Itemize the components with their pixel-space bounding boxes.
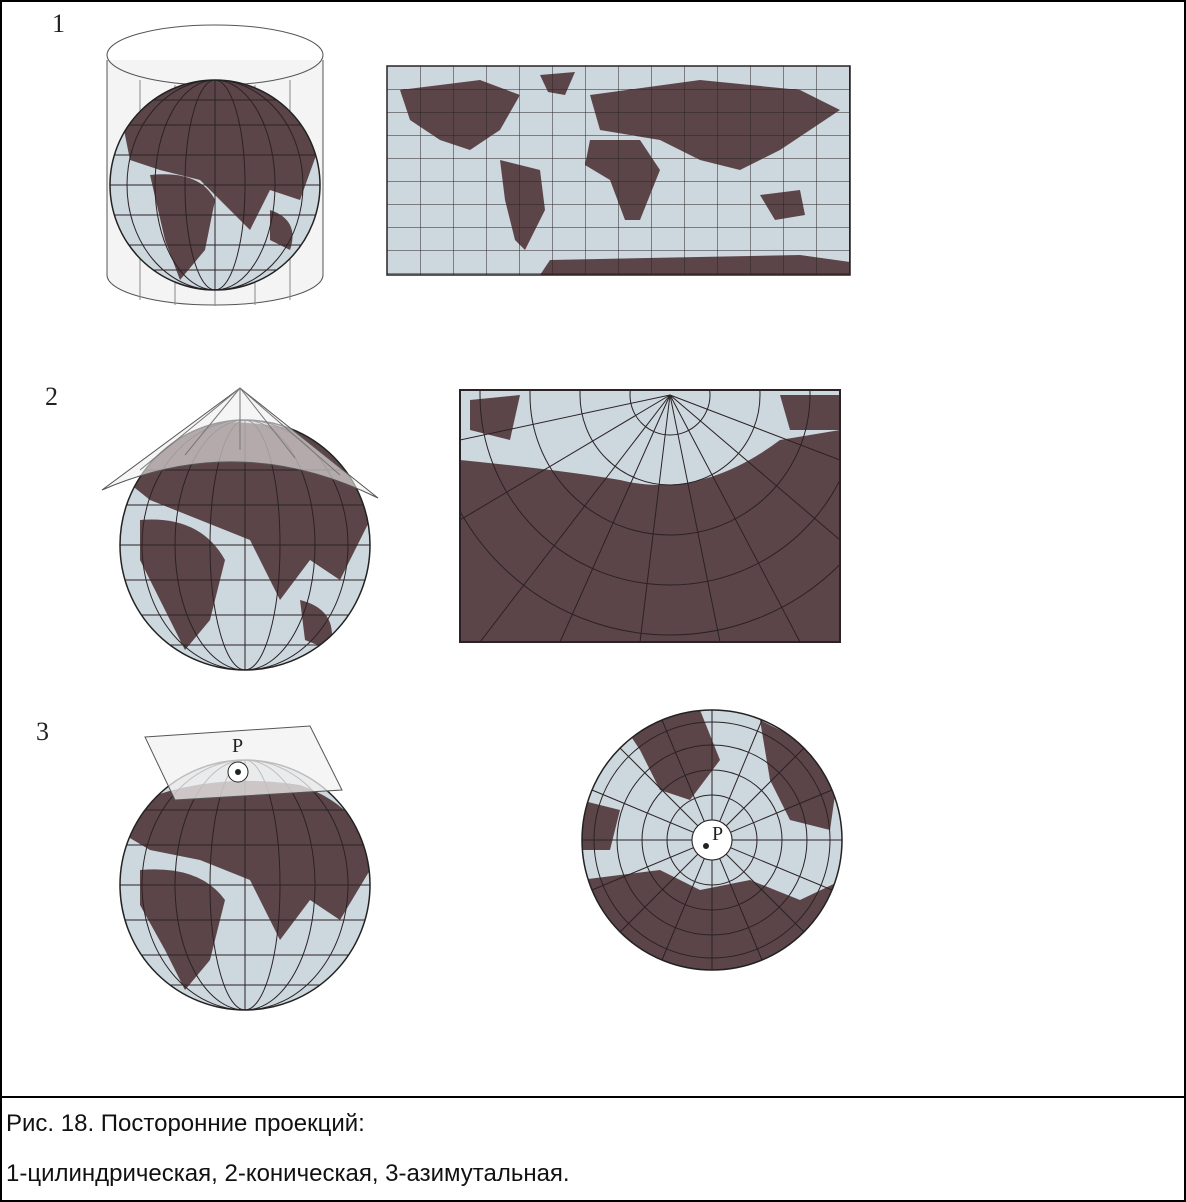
cylinder-globe [100,25,330,306]
caption-line: Рис. 18. Посторонние проекций: [6,1110,365,1138]
pole-label: P [712,823,723,845]
azimuthal-map: P [580,710,842,975]
panel-number: 1 [52,9,65,38]
conic-globe [102,388,380,670]
azimuthal-globe: P [110,726,380,1010]
page: {"figure": {"panels": [{"number": "1"}, … [0,0,1186,1202]
cylindrical-map [387,66,850,275]
caption-line: 1-цилиндрическая, 2-коническая, 3-азимут… [6,1160,570,1188]
pole-label: P [232,735,243,757]
panel-number: 2 [45,382,58,411]
panel-number: 3 [36,717,49,746]
figure: 1 2 [0,0,1186,1202]
